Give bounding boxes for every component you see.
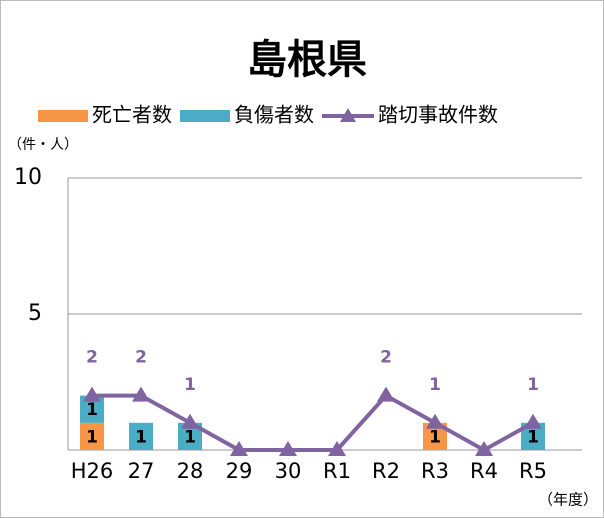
x-tick-label: H26 — [71, 459, 114, 483]
line-value-label: 2 — [86, 348, 98, 368]
x-tick-label: 30 — [275, 459, 302, 483]
line-marker — [279, 441, 297, 456]
x-tick-label: 27 — [128, 459, 155, 483]
bar — [129, 422, 153, 450]
legend-label: 死亡者数 — [92, 103, 172, 127]
y-axis-label: （件・人） — [8, 137, 78, 153]
x-tick-label: R3 — [421, 459, 449, 483]
bar — [80, 422, 104, 450]
line-marker — [230, 441, 248, 456]
line-value-label: 1 — [184, 375, 196, 395]
bar-value-label: 1 — [86, 427, 98, 447]
line-value-label: 1 — [527, 375, 539, 395]
bar-value-label: 1 — [527, 427, 539, 447]
line-marker — [328, 441, 346, 456]
bar-value-label: 1 — [429, 427, 441, 447]
legend-swatch — [180, 110, 230, 122]
x-tick-label: R2 — [372, 459, 400, 483]
line-value-label: 2 — [380, 348, 392, 368]
line-marker — [132, 386, 150, 402]
legend-marker — [340, 108, 356, 122]
line-marker — [377, 386, 395, 402]
line-marker — [426, 413, 444, 429]
line-marker — [181, 413, 199, 429]
line-value-label: 1 — [429, 375, 441, 395]
line-marker — [475, 441, 493, 456]
line-marker — [83, 386, 101, 402]
line-marker — [524, 413, 542, 429]
x-axis-label: （年度） — [538, 491, 598, 509]
line-value-label: 2 — [135, 348, 147, 368]
legend-label: 踏切事故件数 — [378, 103, 498, 127]
bar-value-label: 1 — [135, 427, 147, 447]
bar-value-label: 1 — [86, 400, 98, 420]
x-tick-label: 29 — [226, 459, 253, 483]
chart-title: 島根県 — [247, 37, 367, 83]
x-tick-label: 28 — [177, 459, 204, 483]
x-tick-label: R1 — [323, 459, 351, 483]
x-tick-label: R4 — [470, 459, 498, 483]
x-tick-label: R5 — [519, 459, 547, 483]
y-tick-label: 10 — [14, 165, 42, 190]
y-tick-label: 5 — [28, 301, 42, 326]
bar-value-label: 1 — [184, 427, 196, 447]
line — [92, 393, 534, 453]
legend-swatch — [38, 110, 88, 122]
legend-label: 負傷者数 — [234, 103, 314, 127]
